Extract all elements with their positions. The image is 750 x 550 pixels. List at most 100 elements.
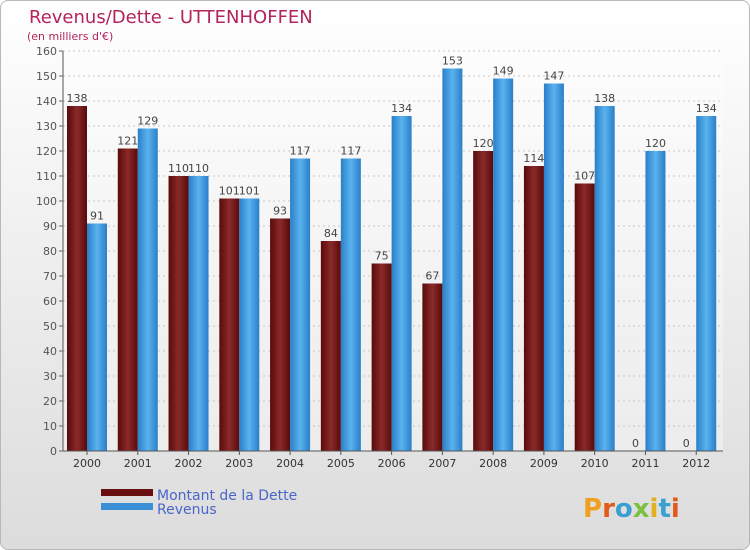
bar-revenus-2008	[493, 78, 514, 451]
logo-letter: P	[583, 494, 602, 524]
xtick-label-2006: 2006	[378, 457, 406, 470]
data-label-revenus-2008: 149	[493, 65, 514, 78]
data-label-dette-2005: 84	[324, 227, 338, 240]
logo-letter: x	[633, 494, 650, 524]
ytick-label-90: 90	[43, 220, 57, 233]
ytick-label-20: 20	[43, 395, 57, 408]
xtick-label-2000: 2000	[73, 457, 101, 470]
data-label-dette-2011: 0	[632, 437, 639, 450]
data-label-dette-2002: 110	[168, 162, 189, 175]
chart-title: Revenus/Dette - UTTENHOFFEN	[29, 7, 313, 28]
bar-dette-2001	[117, 148, 138, 451]
data-label-dette-2004: 93	[273, 205, 287, 218]
data-label-dette-2006: 75	[375, 250, 389, 263]
bar-revenus-2000	[87, 223, 107, 451]
data-label-revenus-2005: 117	[340, 145, 361, 158]
data-label-dette-2000: 138	[67, 92, 88, 105]
ytick-label-10: 10	[43, 420, 57, 433]
ytick-label-80: 80	[43, 245, 57, 258]
data-label-revenus-2003: 101	[239, 185, 260, 198]
data-label-dette-2007: 67	[425, 270, 439, 283]
data-label-revenus-2000: 91	[90, 210, 104, 223]
chart-subtitle: (en milliers d'€)	[27, 30, 113, 43]
xtick-label-2007: 2007	[428, 457, 456, 470]
ytick-label-0: 0	[50, 445, 57, 458]
ytick-label-130: 130	[36, 120, 57, 133]
data-labels-layer: 138 91 121 129 110 110 101 101 93 117 84 117 75 134 67…	[67, 55, 717, 451]
xtick-label-2002: 2002	[175, 457, 203, 470]
bar-dette-2009	[523, 166, 544, 451]
legend-label-dette: Montant de la Dette	[157, 488, 297, 504]
data-label-revenus-2002: 110	[188, 162, 209, 175]
ytick-label-160: 160	[36, 45, 57, 58]
data-label-dette-2012: 0	[683, 437, 690, 450]
ytick-label-30: 30	[43, 370, 57, 383]
bar-dette-2002	[168, 176, 189, 451]
logo-letter: i	[650, 494, 659, 524]
ytick-label-150: 150	[36, 70, 57, 83]
data-label-revenus-2006: 134	[391, 102, 412, 115]
legend-label-revenus: Revenus	[157, 502, 217, 518]
bar-revenus-2004	[290, 158, 311, 451]
xtick-label-2010: 2010	[581, 457, 609, 470]
ytick-label-50: 50	[43, 320, 57, 333]
data-label-revenus-2004: 117	[290, 145, 311, 158]
proxiti-logo: Proxiti	[583, 494, 680, 524]
y-axis: 0 10 20 30 40 50 60 70 80 90 100 110 120 130 140 150 160	[36, 45, 64, 458]
data-label-revenus-2010: 138	[594, 92, 615, 105]
bar-dette-2003	[219, 198, 240, 451]
data-label-revenus-2001: 129	[137, 115, 158, 128]
x-axis: 2000 2001 2002 2003 2004 2005 2006 2007 2008 2009…	[63, 450, 723, 470]
ytick-label-40: 40	[43, 345, 57, 358]
data-label-dette-2010: 107	[574, 170, 595, 183]
bars-layer	[67, 68, 717, 451]
logo-letter: i	[671, 494, 680, 524]
xtick-label-2004: 2004	[276, 457, 304, 470]
bar-dette-2008	[473, 151, 494, 451]
xtick-label-2008: 2008	[479, 457, 507, 470]
logo-letter: o	[615, 494, 633, 524]
xtick-label-2009: 2009	[530, 457, 558, 470]
data-label-revenus-2009: 147	[543, 70, 564, 83]
bar-revenus-2001	[137, 128, 158, 451]
xtick-label-2005: 2005	[327, 457, 355, 470]
bar-dette-2007	[422, 283, 443, 451]
data-label-dette-2008: 120	[473, 137, 494, 150]
data-label-revenus-2007: 153	[442, 55, 463, 68]
ytick-label-60: 60	[43, 295, 57, 308]
ytick-label-100: 100	[36, 195, 57, 208]
xtick-label-2003: 2003	[225, 457, 253, 470]
bar-revenus-2011	[645, 151, 666, 451]
bar-dette-2000	[67, 106, 87, 451]
ytick-label-120: 120	[36, 145, 57, 158]
bar-dette-2005	[320, 241, 341, 451]
logo-letter: r	[602, 494, 615, 524]
bar-revenus-2002	[188, 176, 209, 451]
legend-swatch-dette	[101, 489, 153, 496]
bar-dette-2004	[270, 218, 291, 451]
data-label-revenus-2012: 134	[696, 102, 717, 115]
data-label-revenus-2011: 120	[645, 137, 666, 150]
bar-dette-2006	[371, 263, 392, 451]
bar-revenus-2005	[340, 158, 361, 451]
bar-revenus-2006	[391, 116, 412, 451]
ytick-label-110: 110	[36, 170, 57, 183]
xtick-label-2011: 2011	[631, 457, 659, 470]
ytick-label-70: 70	[43, 270, 57, 283]
ytick-label-140: 140	[36, 95, 57, 108]
logo-text: Proxiti	[583, 494, 680, 524]
data-label-dette-2009: 114	[523, 152, 544, 165]
bar-revenus-2007	[442, 68, 463, 451]
xtick-label-2001: 2001	[124, 457, 152, 470]
xtick-label-2012: 2012	[682, 457, 710, 470]
legend-swatch-revenus	[101, 503, 153, 510]
bar-revenus-2010	[594, 106, 615, 451]
bar-revenus-2003	[239, 198, 260, 451]
logo-letter: t	[658, 494, 670, 524]
bar-dette-2010	[574, 183, 595, 451]
bar-revenus-2009	[543, 83, 564, 451]
data-label-dette-2003: 101	[219, 185, 240, 198]
legend: Montant de la Dette Revenus	[101, 488, 297, 518]
